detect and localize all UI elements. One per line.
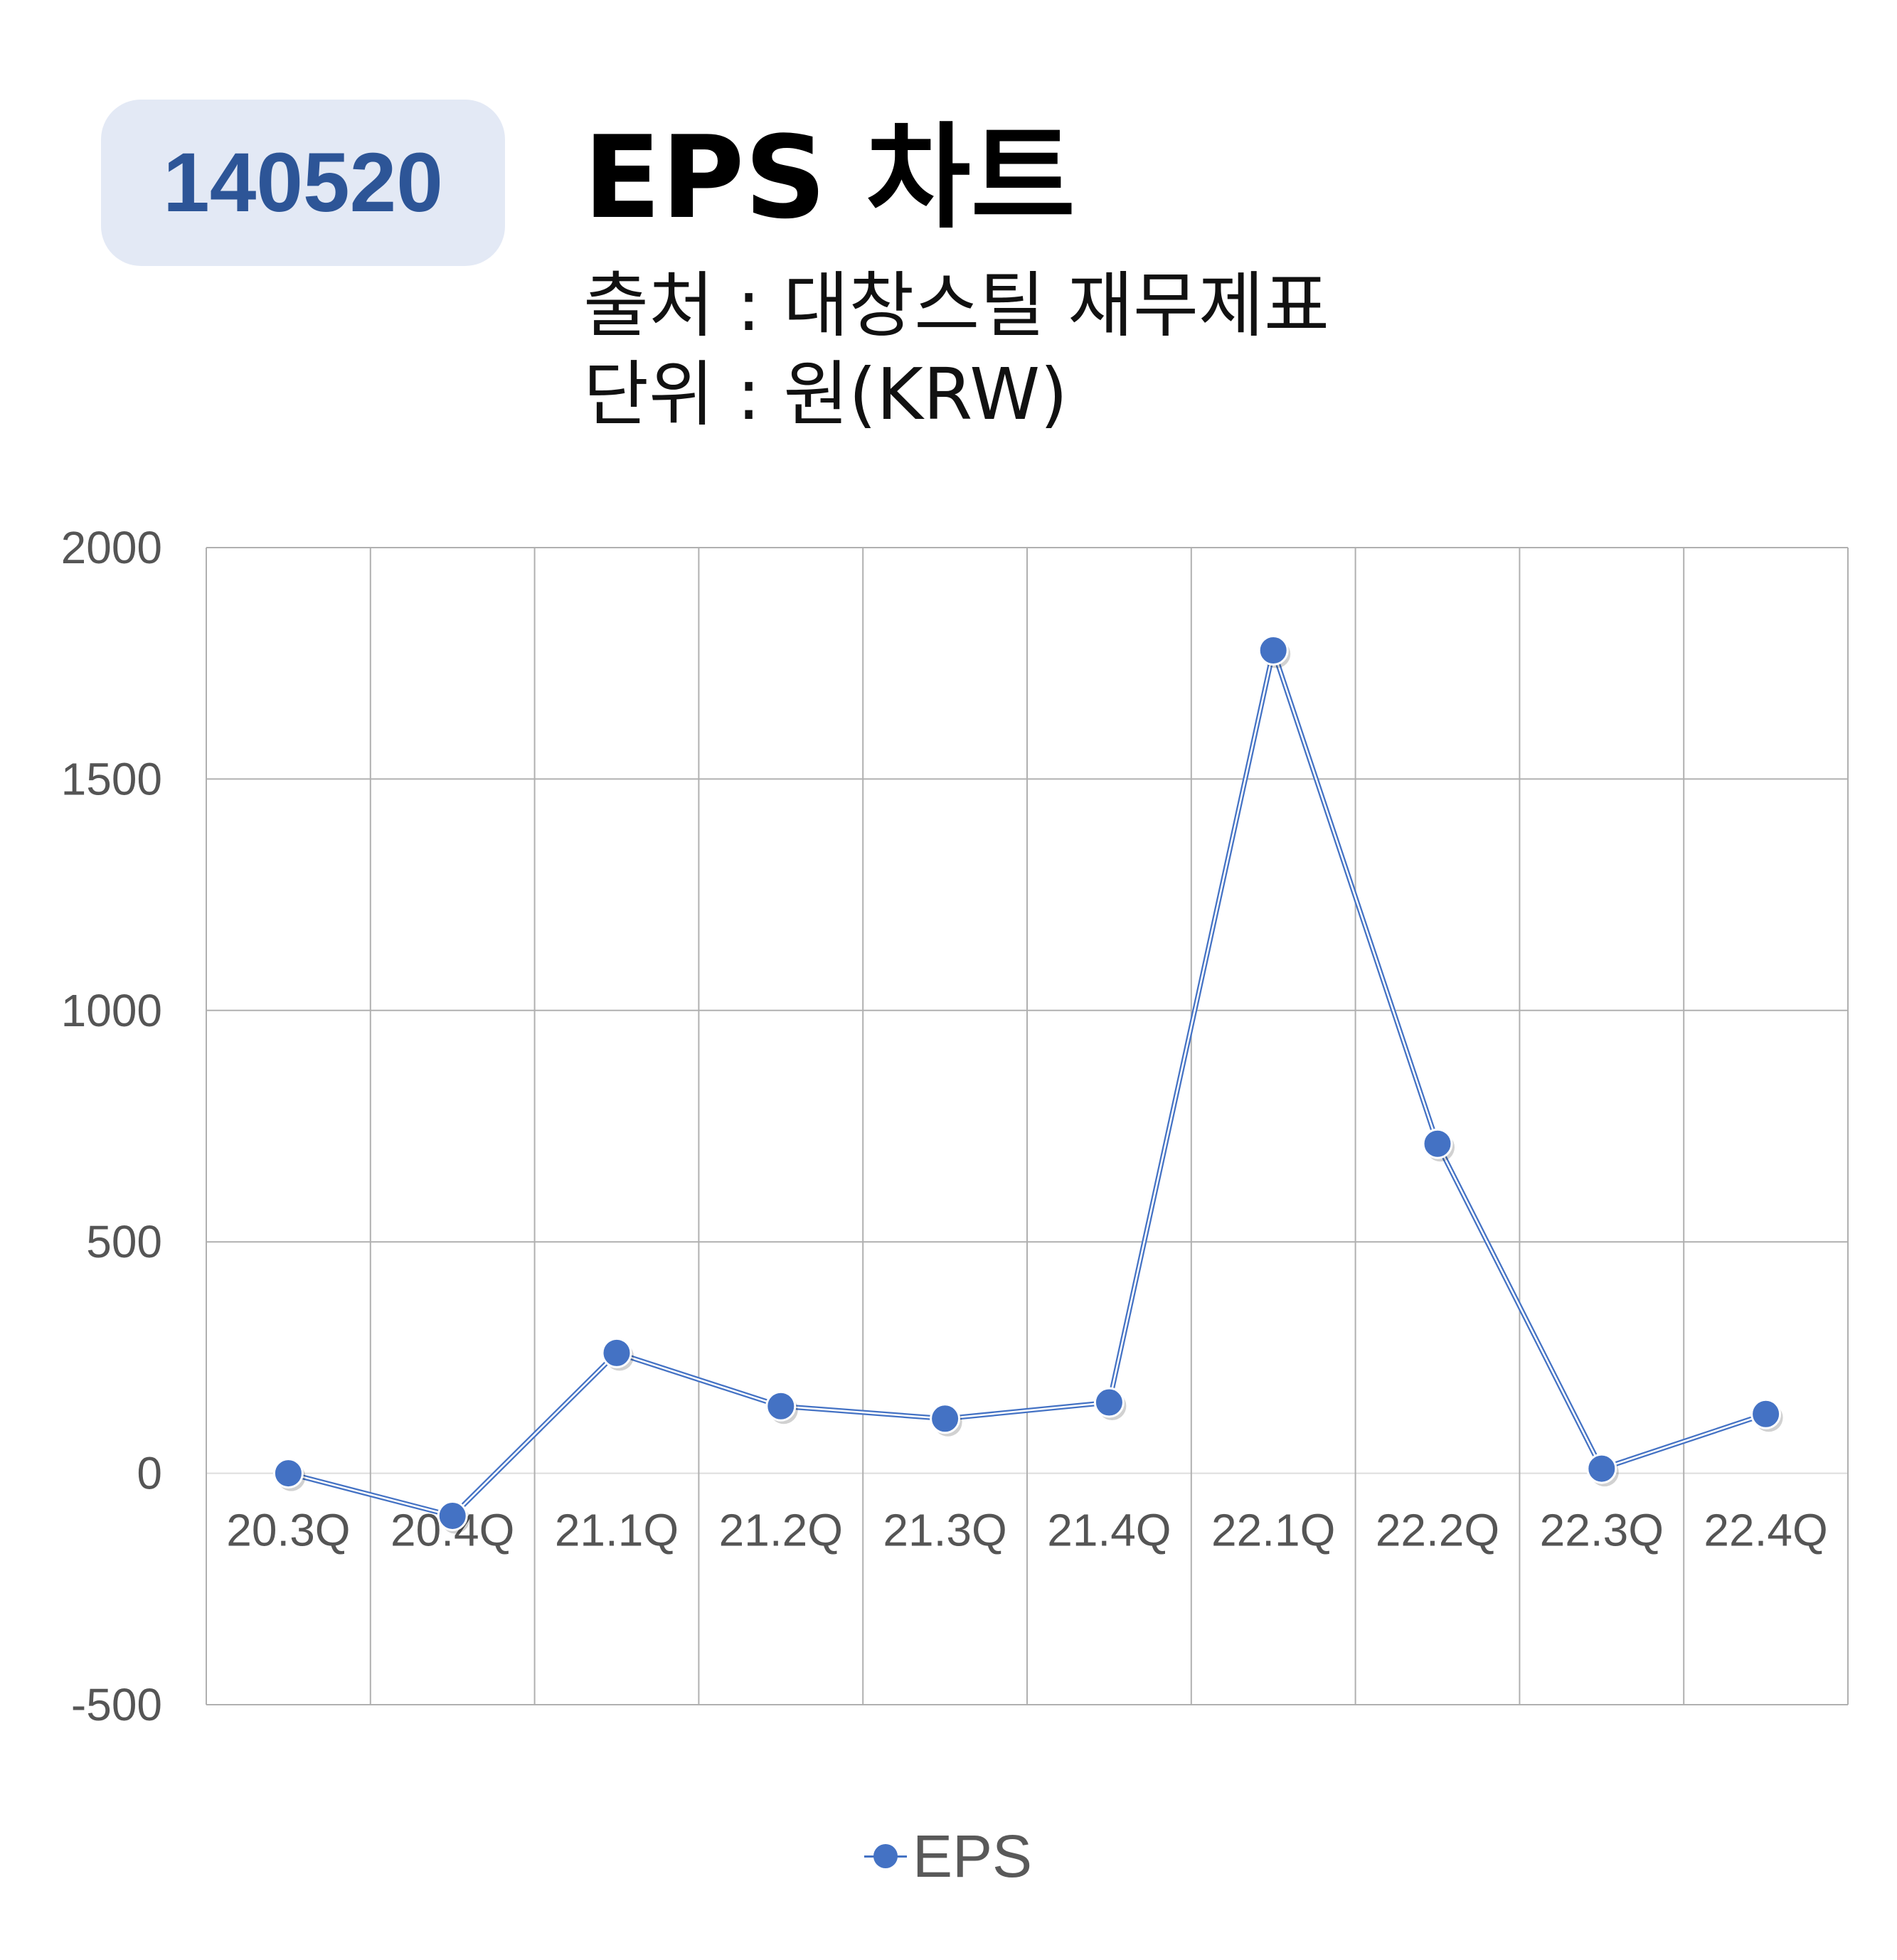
x-tick-label: 22.3Q — [1540, 1505, 1664, 1556]
x-tick-label: 21.3Q — [883, 1505, 1006, 1556]
x-tick-label: 22.1Q — [1211, 1505, 1335, 1556]
data-point — [1422, 1128, 1453, 1159]
y-axis-ticks: 2000 1500 1000 500 0 -500 — [61, 522, 162, 1730]
y-tick-label: -500 — [71, 1679, 162, 1730]
data-point — [1258, 634, 1289, 666]
data-point — [601, 1337, 632, 1368]
grid-layer — [206, 547, 1849, 1705]
x-tick-label: 21.2Q — [719, 1505, 843, 1556]
ticker-badge: 140520 — [101, 100, 505, 266]
x-tick-label: 21.4Q — [1047, 1505, 1171, 1556]
x-tick-label: 22.4Q — [1704, 1505, 1827, 1556]
y-tick-label: 500 — [86, 1216, 162, 1267]
y-tick-label: 0 — [137, 1448, 162, 1499]
x-tick-label: 20.3Q — [226, 1505, 350, 1556]
unit-label: 단위 : 원(KRW) — [583, 353, 1068, 436]
data-point — [272, 1458, 304, 1489]
x-axis-ticks: 20.3Q20.4Q21.1Q21.2Q21.3Q21.4Q22.1Q22.2Q… — [226, 1505, 1828, 1556]
data-point — [765, 1390, 797, 1422]
data-point — [1750, 1398, 1782, 1429]
chart-title: EPS 차트 — [583, 111, 1075, 244]
series-line-inner — [288, 649, 1766, 1517]
y-tick-label: 2000 — [61, 522, 162, 573]
legend: EPS — [864, 1826, 1032, 1886]
x-tick-label: 22.2Q — [1376, 1505, 1499, 1556]
data-point — [1093, 1387, 1125, 1418]
data-point — [1586, 1453, 1617, 1484]
source-label: 출처 : 대창스틸 재무제표 — [583, 264, 1330, 347]
legend-marker-icon — [864, 1842, 907, 1870]
ticker-code: 140520 — [163, 136, 443, 230]
x-tick-label: 21.1Q — [555, 1505, 679, 1556]
legend-label-eps: EPS — [913, 1823, 1033, 1890]
data-point — [930, 1403, 961, 1434]
data-point — [437, 1500, 468, 1531]
series-layer — [272, 634, 1783, 1534]
y-tick-label: 1000 — [61, 985, 162, 1036]
y-tick-label: 1500 — [61, 753, 162, 804]
